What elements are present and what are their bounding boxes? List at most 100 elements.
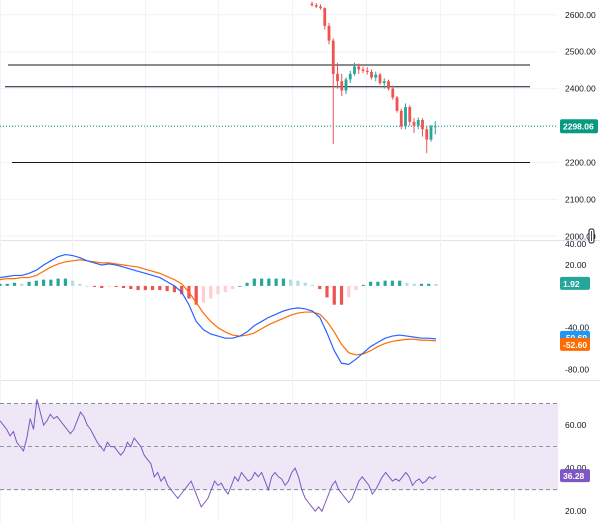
candle[interactable] bbox=[421, 118, 424, 137]
macd-histogram-bar[interactable] bbox=[325, 285, 329, 298]
candle[interactable] bbox=[378, 73, 382, 85]
macd-line[interactable] bbox=[0, 253, 437, 365]
macd-histogram-bar[interactable] bbox=[201, 285, 206, 303]
macd-histogram-bar[interactable] bbox=[296, 280, 300, 286]
macd-histogram-bar[interactable] bbox=[267, 278, 271, 286]
macd-pane[interactable] bbox=[0, 253, 438, 365]
macd-histogram-bar[interactable] bbox=[318, 285, 322, 290]
candle[interactable] bbox=[391, 85, 395, 100]
macd-histogram-bar[interactable] bbox=[114, 285, 118, 287]
candle[interactable] bbox=[323, 7, 327, 30]
candle[interactable] bbox=[357, 63, 361, 74]
macd-histogram-bar[interactable] bbox=[63, 278, 67, 286]
macd-histogram-bar[interactable] bbox=[390, 280, 394, 286]
candle[interactable] bbox=[433, 121, 437, 135]
candle[interactable] bbox=[399, 108, 403, 130]
candle[interactable] bbox=[365, 67, 369, 75]
rsi-pane[interactable] bbox=[0, 399, 558, 513]
candle[interactable] bbox=[382, 78, 386, 89]
macd-histogram-bar[interactable] bbox=[369, 281, 373, 286]
macd-histogram-bar[interactable] bbox=[216, 285, 220, 295]
macd-histogram-bar[interactable] bbox=[354, 285, 358, 291]
signal-line[interactable] bbox=[0, 259, 437, 356]
candle[interactable] bbox=[340, 73, 344, 96]
macd-histogram-bar[interactable] bbox=[260, 278, 264, 286]
macd-histogram-bar[interactable] bbox=[252, 278, 256, 286]
macd-histogram-bar[interactable] bbox=[151, 285, 155, 291]
candle[interactable] bbox=[404, 103, 407, 130]
macd-histogram-bar[interactable] bbox=[238, 285, 242, 287]
macd-histogram-bar[interactable] bbox=[194, 285, 198, 305]
macd-histogram-bar[interactable] bbox=[419, 283, 424, 286]
macd-histogram-bar[interactable] bbox=[361, 284, 365, 286]
candle[interactable] bbox=[395, 96, 399, 113]
macd-histogram-bar[interactable] bbox=[172, 285, 176, 293]
candle[interactable] bbox=[408, 105, 412, 126]
candle[interactable] bbox=[387, 79, 390, 91]
macd-histogram-bar[interactable] bbox=[434, 283, 438, 286]
macd-histogram-bar[interactable] bbox=[20, 283, 24, 286]
macd-histogram-bar[interactable] bbox=[136, 285, 140, 291]
macd-histogram-bar[interactable] bbox=[412, 283, 416, 286]
candle[interactable] bbox=[336, 62, 339, 89]
macd-histogram-bar[interactable] bbox=[376, 281, 380, 286]
price-tick-label: 2000.00 bbox=[565, 231, 596, 241]
candle[interactable] bbox=[331, 38, 335, 144]
macd-histogram-bar[interactable] bbox=[223, 285, 227, 293]
candle[interactable] bbox=[361, 66, 365, 74]
macd-histogram-bar[interactable] bbox=[107, 285, 111, 287]
candle[interactable] bbox=[412, 118, 416, 133]
macd-histogram-bar[interactable] bbox=[274, 278, 278, 286]
macd-histogram-bar[interactable] bbox=[245, 282, 249, 286]
macd-histogram-bar[interactable] bbox=[34, 280, 38, 286]
candle[interactable] bbox=[319, 4, 322, 10]
candle[interactable] bbox=[310, 1, 314, 7]
macd-histogram-bar[interactable] bbox=[310, 284, 315, 286]
macd-histogram-bar[interactable] bbox=[339, 285, 344, 305]
macd-histogram-bar[interactable] bbox=[0, 283, 2, 286]
candle[interactable] bbox=[344, 77, 348, 95]
candle[interactable] bbox=[374, 71, 378, 82]
candle[interactable] bbox=[327, 22, 331, 45]
macd-histogram-bar[interactable] bbox=[383, 280, 387, 286]
candle[interactable] bbox=[348, 70, 352, 84]
candle[interactable] bbox=[425, 126, 429, 154]
macd-histogram-bar[interactable] bbox=[158, 285, 162, 291]
macd-histogram-bar[interactable] bbox=[129, 285, 133, 290]
macd-histogram-bar[interactable] bbox=[92, 285, 97, 287]
macd-histogram-bar[interactable] bbox=[180, 285, 184, 295]
macd-histogram-bar[interactable] bbox=[143, 285, 147, 291]
macd-histogram-bar[interactable] bbox=[78, 283, 82, 286]
price-axis[interactable]: 2600.002500.002400.002300.002200.002100.… bbox=[565, 10, 596, 516]
macd-histogram-bar[interactable] bbox=[303, 282, 307, 286]
candle[interactable] bbox=[416, 117, 420, 130]
macd-histogram-bar[interactable] bbox=[85, 285, 89, 287]
macd-histogram-bar[interactable] bbox=[100, 285, 104, 288]
macd-histogram-bar[interactable] bbox=[332, 285, 336, 305]
macd-histogram-bar[interactable] bbox=[347, 285, 351, 298]
macd-histogram-bar[interactable] bbox=[49, 279, 53, 286]
macd-histogram-bar[interactable] bbox=[209, 285, 213, 299]
rsi-line[interactable] bbox=[0, 399, 437, 513]
price-pane[interactable] bbox=[0, 1, 558, 163]
macd-histogram-bar[interactable] bbox=[56, 278, 60, 286]
macd-histogram-bar[interactable] bbox=[289, 279, 293, 286]
candle[interactable] bbox=[314, 2, 318, 9]
candle[interactable] bbox=[353, 62, 356, 76]
macd-histogram-bar[interactable] bbox=[230, 285, 235, 290]
candle[interactable] bbox=[429, 124, 433, 142]
macd-histogram-bar[interactable] bbox=[12, 282, 17, 286]
macd-histogram-bar[interactable] bbox=[405, 282, 409, 286]
candle-body bbox=[404, 107, 407, 127]
macd-histogram-bar[interactable] bbox=[71, 280, 75, 286]
macd-histogram-bar[interactable] bbox=[281, 278, 285, 286]
macd-histogram-bar[interactable] bbox=[165, 285, 169, 292]
macd-histogram-bar[interactable] bbox=[27, 281, 31, 286]
macd-histogram-bar[interactable] bbox=[398, 280, 402, 286]
macd-histogram-bar[interactable] bbox=[5, 283, 9, 286]
macd-histogram-bar[interactable] bbox=[427, 283, 431, 286]
macd-histogram-bar[interactable] bbox=[121, 285, 126, 288]
macd-histogram-bar[interactable] bbox=[42, 279, 46, 286]
candle[interactable] bbox=[370, 69, 373, 80]
